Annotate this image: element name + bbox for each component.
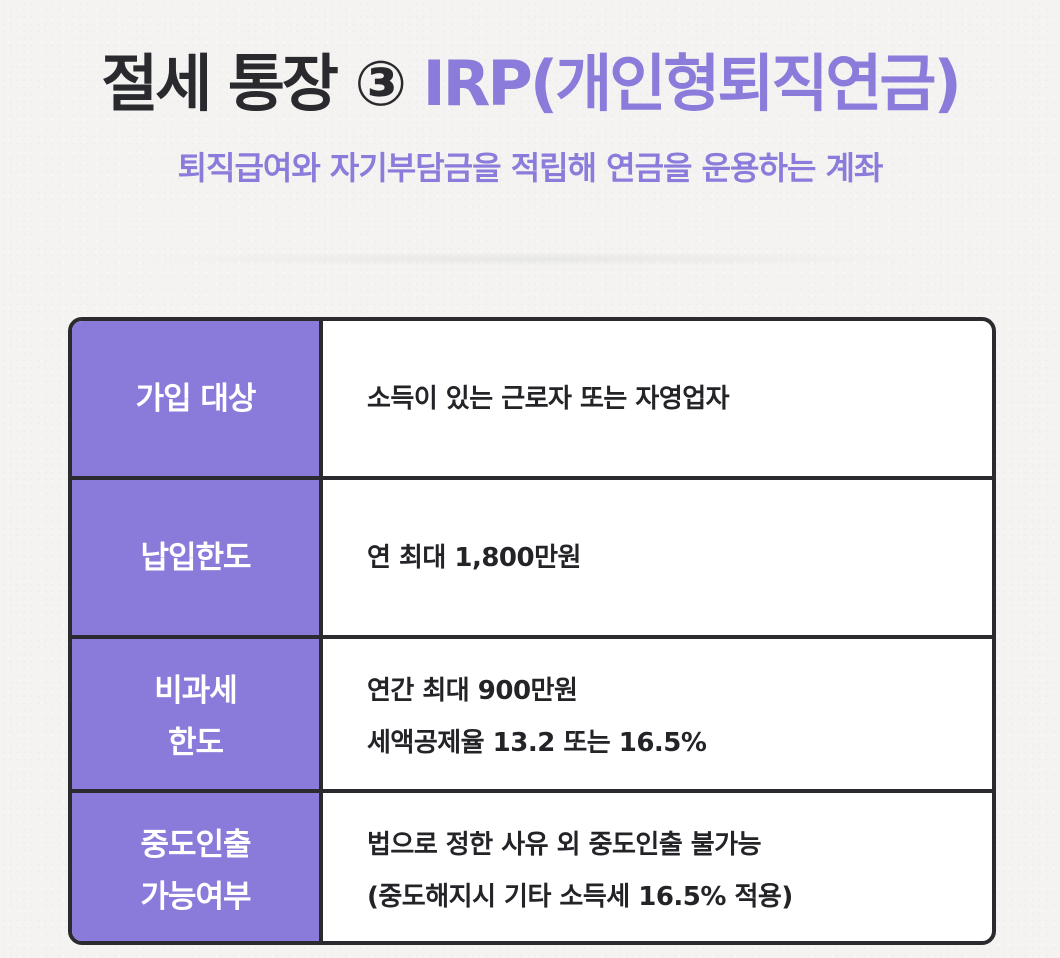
row-divider — [72, 476, 992, 480]
row-label: 중도인출 가능여부 — [72, 793, 323, 941]
row-label-line: 가능여부 — [140, 878, 251, 915]
row-value: 법으로 정한 사유 외 중도인출 불가능 (중도해지시 기타 소득세 16.5%… — [323, 793, 992, 941]
row-value-line: (중도해지시 기타 소득세 16.5% 적용) — [367, 881, 793, 912]
row-label-line: 한도 — [167, 724, 224, 761]
page-title: 절세 통장 ③ IRP(개인형퇴직연금) — [0, 44, 1060, 124]
table-row-withdrawal: 중도인출 가능여부 법으로 정한 사유 외 중도인출 불가능 (중도해지시 기타… — [72, 793, 992, 941]
table-row-tax-exempt-limit: 비과세 한도 연간 최대 900만원 세액공제율 13.2 또는 16.5% — [72, 639, 992, 794]
row-value-line: 법으로 정한 사유 외 중도인출 불가능 — [367, 829, 762, 860]
row-divider — [72, 789, 992, 793]
title-accent: IRP(개인형퇴직연금) — [422, 47, 962, 120]
row-value-line: 소득이 있는 근로자 또는 자영업자 — [367, 383, 730, 414]
row-label-line: 비과세 — [154, 672, 238, 709]
row-label-line: 중도인출 — [140, 826, 251, 863]
row-label-line: 가입 대상 — [135, 380, 257, 417]
info-table: 가입 대상 소득이 있는 근로자 또는 자영업자 납입한도 연 최대 1,800… — [68, 317, 996, 945]
row-divider — [72, 635, 992, 639]
row-value-line: 세액공제율 13.2 또는 16.5% — [367, 727, 707, 758]
page-subtitle: 퇴직급여와 자기부담금을 적립해 연금을 운용하는 계좌 — [177, 149, 884, 187]
title-main: 절세 통장 ③ — [101, 47, 423, 120]
row-label: 비과세 한도 — [72, 639, 323, 794]
decorative-shadow — [130, 252, 930, 266]
row-label: 납입한도 — [72, 480, 323, 635]
row-label-line: 납입한도 — [140, 539, 251, 576]
row-value-line: 연간 최대 900만원 — [367, 675, 578, 706]
row-value: 연 최대 1,800만원 — [323, 480, 992, 635]
row-value: 연간 최대 900만원 세액공제율 13.2 또는 16.5% — [323, 639, 992, 794]
table-row-contribution-limit: 납입한도 연 최대 1,800만원 — [72, 480, 992, 635]
table-row-eligibility: 가입 대상 소득이 있는 근로자 또는 자영업자 — [72, 321, 992, 476]
row-value: 소득이 있는 근로자 또는 자영업자 — [323, 321, 992, 476]
row-label: 가입 대상 — [72, 321, 323, 476]
row-value-line: 연 최대 1,800만원 — [367, 542, 581, 573]
